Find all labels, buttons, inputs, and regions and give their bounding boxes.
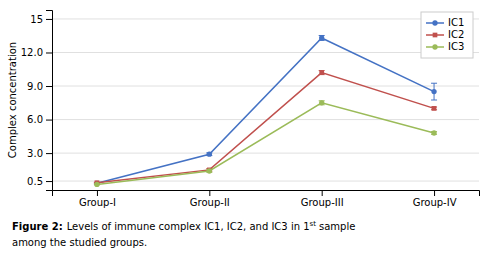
line	[97, 103, 434, 185]
legend-item: IC2	[426, 29, 464, 40]
point	[207, 168, 212, 173]
x-tick-mark	[434, 190, 435, 196]
y-tick-mark	[46, 120, 52, 121]
y-tick-label: 3.0	[27, 148, 43, 159]
legend-frame	[421, 12, 473, 58]
caption-bold: Figure 2:	[12, 221, 63, 232]
point	[432, 106, 437, 111]
legend-label: IC3	[448, 41, 464, 52]
grid-line	[52, 86, 479, 87]
x-tick-mark	[209, 190, 210, 196]
chart: 0.53.06.09.012.015Group-IGroup-IIGroup-I…	[0, 0, 495, 265]
x-tick: Group-I	[79, 190, 116, 208]
y-tick: 9.0	[27, 81, 52, 92]
y-tick-label: 6.0	[27, 114, 43, 125]
error-bar	[319, 101, 325, 105]
error-bar	[319, 35, 325, 40]
legend-item: IC3	[426, 41, 464, 52]
marks	[94, 35, 437, 187]
caption: Figure 2: Levels of immune complex IC1, I…	[12, 220, 355, 232]
series	[94, 100, 437, 187]
y-tick: 15	[30, 14, 52, 25]
y-tick-mark	[46, 153, 52, 154]
x-tick: Group-II	[190, 190, 230, 208]
legend-marker	[433, 33, 438, 38]
y-axis-title: Complex concentration	[7, 42, 18, 158]
caption-superscript: st	[310, 220, 317, 228]
error-bar-cap	[431, 83, 437, 84]
y-tick-mark	[46, 86, 52, 87]
y-tick-label: 15	[30, 14, 43, 25]
x-tick: Group-IV	[413, 190, 457, 208]
series	[94, 70, 437, 185]
error-bar	[431, 83, 437, 100]
y-tick-label: 12.0	[21, 47, 43, 58]
y-tick-mark	[46, 181, 52, 182]
point	[431, 89, 436, 94]
line	[97, 38, 434, 183]
x-axis: Group-I Group-II Group-III Group-IV	[53, 190, 480, 208]
plot: 0.53.06.09.012.015Group-IGroup-IIGroup-I…	[21, 11, 480, 209]
y-tick-label: 0.5	[27, 176, 43, 187]
y-tick-mark	[46, 19, 52, 20]
x-tick-mark	[97, 190, 98, 196]
grid	[52, 19, 479, 181]
grid-line	[52, 52, 479, 53]
x-tick-mark	[322, 190, 323, 196]
legend-marker	[432, 20, 437, 25]
caption-text: among the studied groups.	[12, 237, 147, 248]
y-tick-label: 9.0	[27, 81, 43, 92]
y-axis-line	[46, 11, 53, 191]
y-tick-mark	[46, 52, 52, 53]
point	[319, 70, 324, 75]
x-tick-label: Group-IV	[413, 197, 457, 208]
y-tick: 6.0	[27, 114, 52, 125]
legend-label: IC2	[448, 29, 464, 40]
grid-line	[52, 119, 479, 120]
y-tick: 3.0	[27, 148, 52, 159]
y-tick: 12.0	[21, 47, 52, 58]
series	[94, 35, 437, 186]
x-tick-label: Group-III	[301, 197, 344, 208]
y-axis: 0.5 3.0 6.0 9.0 12.0 15	[21, 11, 53, 191]
error-bar-cap	[431, 100, 437, 101]
point	[319, 100, 324, 105]
point	[431, 130, 436, 135]
legend: IC1IC2IC3	[421, 12, 473, 58]
x-axis-line	[53, 191, 480, 197]
caption-text: Levels of immune complex IC1, IC2, and I…	[67, 221, 310, 232]
point	[207, 152, 212, 157]
legend-item: IC1	[426, 17, 464, 28]
y-tick: 0.5	[27, 176, 52, 187]
legend-label: IC1	[448, 17, 464, 28]
point	[319, 35, 324, 40]
x-tick-label: Group-I	[79, 197, 116, 208]
line	[97, 73, 434, 183]
error-bar	[319, 71, 325, 75]
grid-line	[52, 18, 479, 19]
caption-text: sample	[319, 221, 355, 232]
grid-line	[52, 153, 479, 154]
x-tick: Group-III	[301, 190, 344, 208]
legend-marker	[432, 44, 437, 49]
point	[94, 182, 99, 187]
x-tick-label: Group-II	[190, 197, 230, 208]
